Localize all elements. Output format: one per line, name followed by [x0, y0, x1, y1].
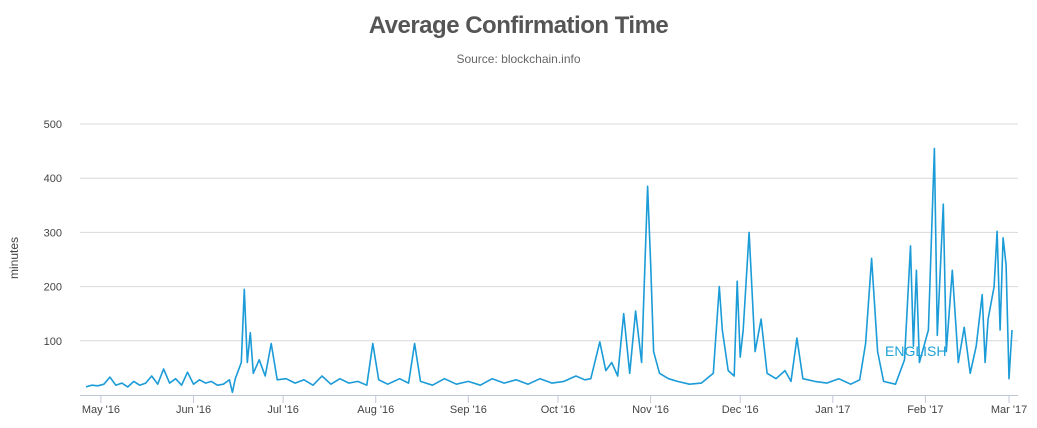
chart-subtitle: Source: blockchain.info — [456, 52, 581, 66]
x-tick-label: Oct '16 — [541, 404, 576, 416]
x-tick-label: Sep '16 — [450, 404, 487, 416]
x-tick-label: Jul '16 — [267, 404, 298, 416]
x-axis: May '16 Jun '16 Jul '16 Aug '16 Sep '16 Oct '… — [80, 395, 1027, 416]
x-tick-label: Jan '17 — [815, 404, 850, 416]
x-tick-label: May '16 — [82, 404, 120, 416]
y-tick-label: 300 — [44, 227, 62, 239]
x-tick-label: Nov '16 — [632, 404, 669, 416]
series-layer — [85, 147, 1013, 394]
y-tick-label: 500 — [44, 119, 62, 131]
y-tick-label: 200 — [44, 282, 62, 294]
x-tick-label: Mar '17 — [991, 404, 1027, 416]
x-tick-label: Feb '17 — [907, 404, 943, 416]
x-tick-label: Aug '16 — [357, 404, 394, 416]
x-tick-label: Dec '16 — [722, 404, 759, 416]
y-tick-label: 100 — [44, 336, 62, 348]
chart-title: Average Confirmation Time — [368, 12, 669, 39]
x-tick-label: Jun '16 — [176, 404, 211, 416]
watermark-text: ENGLISH — [885, 343, 946, 359]
series-line — [85, 147, 1013, 394]
grid-lines — [80, 123, 1018, 342]
y-axis-label: minutes — [7, 237, 21, 279]
y-axis-ticks: 100 200 300 400 500 — [44, 119, 62, 348]
y-tick-label: 400 — [44, 173, 62, 185]
